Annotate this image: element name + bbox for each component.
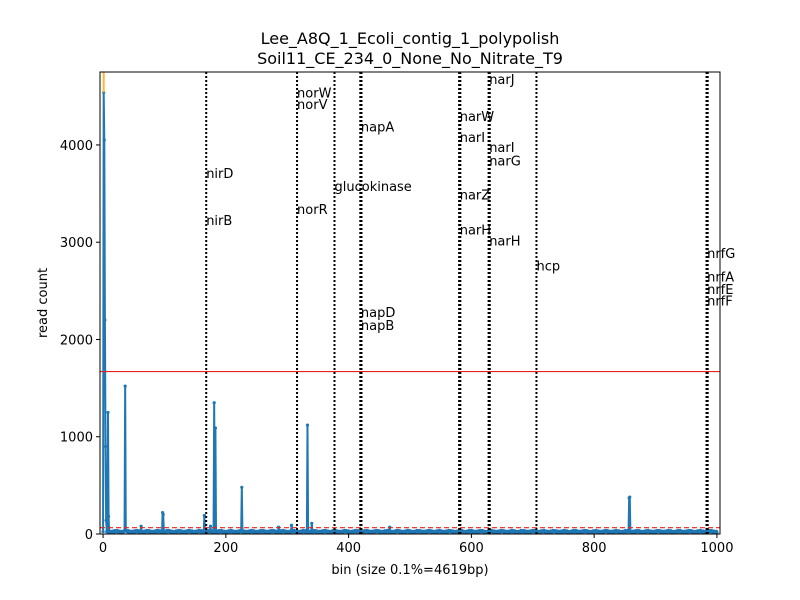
y-tick-label: 0 xyxy=(85,528,93,543)
data-point xyxy=(106,514,111,519)
x-tick-label: 400 xyxy=(336,541,361,556)
plot-frame xyxy=(99,71,721,535)
x-tick-label: 800 xyxy=(582,541,607,556)
y-tick-label: 1000 xyxy=(60,431,93,446)
x-axis-label: bin (size 0.1%=4619bp) xyxy=(331,563,488,578)
x-tick-label: 600 xyxy=(459,541,484,556)
gene-label: napB xyxy=(361,319,394,334)
gene-label: napA xyxy=(361,120,394,135)
y-tick-label: 4000 xyxy=(60,139,93,154)
gene-label: nrfA xyxy=(707,270,734,285)
data-point xyxy=(715,530,719,534)
data-point xyxy=(106,410,110,415)
data-point xyxy=(289,523,294,527)
data-point xyxy=(102,138,106,142)
gene-label: narJ xyxy=(489,73,514,88)
data-point xyxy=(123,384,127,388)
chart-subtitle: Soil11_CE_234_0_None_No_Nitrate_T9 xyxy=(257,49,563,69)
data-point xyxy=(161,512,165,517)
data-point xyxy=(628,495,632,499)
gene-label: nrfG xyxy=(707,247,735,262)
data-point xyxy=(103,444,108,449)
data-point xyxy=(104,518,108,522)
gene-label: narI xyxy=(460,131,485,146)
gene-label: narG xyxy=(489,155,521,170)
x-tick-label: 200 xyxy=(213,541,238,556)
data-point xyxy=(305,423,310,427)
gene-label: napD xyxy=(361,306,395,321)
y-axis-label: read count xyxy=(36,268,51,338)
x-tick-label: 0 xyxy=(99,541,107,556)
data-point xyxy=(202,513,206,518)
gene-label: norW xyxy=(297,86,332,101)
gene-label: narZ xyxy=(460,189,491,204)
chart-title: Lee_A8Q_1_Ecoli_contig_1_polypolish xyxy=(261,29,560,49)
data-point xyxy=(208,524,213,528)
axes: 0 200 400 600 800 1000 0 1000 2000 3000 4000 xyxy=(60,139,734,556)
gene-label: hcp xyxy=(536,260,560,275)
plot-area: nirDnirBnorWnorVnorRglucokinasenapAnapDn… xyxy=(100,72,735,535)
gene-label: norR xyxy=(297,203,328,218)
y-tick-label: 3000 xyxy=(60,236,93,251)
gene-label: narH xyxy=(460,224,491,239)
gene-label: narI xyxy=(489,141,514,156)
x-tick-label: 1000 xyxy=(700,541,733,556)
gene-label: glucokinase xyxy=(334,180,411,195)
data-point xyxy=(101,529,105,534)
data-point xyxy=(139,524,143,528)
data-point xyxy=(103,318,107,322)
data-point xyxy=(212,401,216,405)
data-point xyxy=(310,521,314,525)
gene-label: norV xyxy=(297,98,328,113)
series-markers xyxy=(101,90,719,535)
y-tick-label: 2000 xyxy=(60,333,93,348)
data-point xyxy=(240,485,244,489)
data-point xyxy=(213,426,218,430)
gene-label: narH xyxy=(489,234,520,249)
gene-label: nirB xyxy=(206,214,232,229)
gene-label: narW xyxy=(460,110,495,125)
gene-label: nirD xyxy=(206,167,233,182)
